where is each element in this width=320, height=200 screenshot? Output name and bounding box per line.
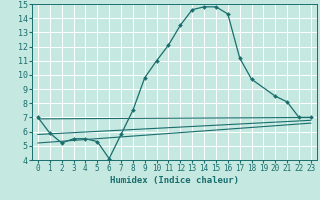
- X-axis label: Humidex (Indice chaleur): Humidex (Indice chaleur): [110, 176, 239, 185]
